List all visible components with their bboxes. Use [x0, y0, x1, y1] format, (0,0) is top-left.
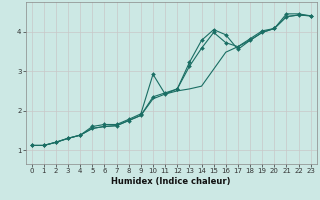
X-axis label: Humidex (Indice chaleur): Humidex (Indice chaleur)	[111, 177, 231, 186]
